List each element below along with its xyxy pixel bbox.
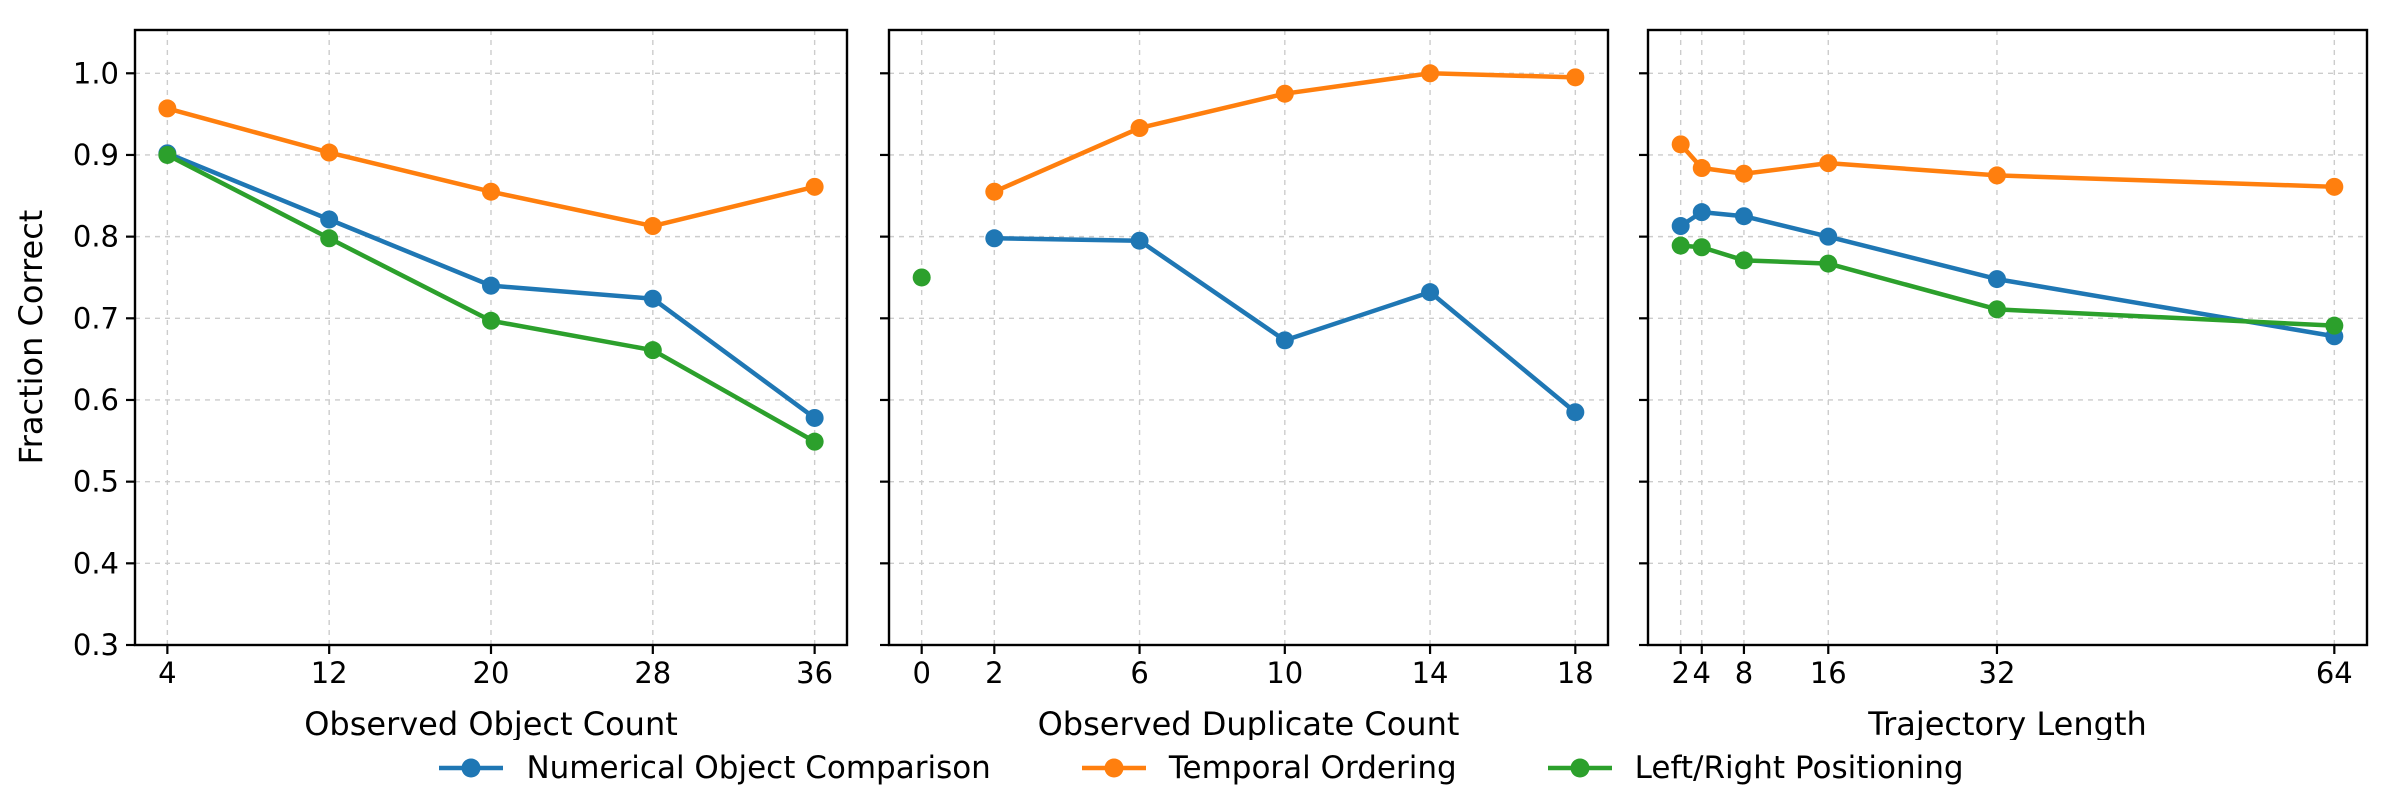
- x-tick-label: 2: [1671, 656, 1689, 690]
- panels-group: 4 12 20 28 361.00.90.80.70.60.50.40.3Observe…: [73, 28, 2369, 740]
- series-marker-left-right-positioning: [805, 432, 824, 451]
- series-marker-left-right-positioning: [643, 341, 662, 360]
- series-marker-numerical-object-comparison: [1692, 203, 1711, 222]
- series-line-temporal-ordering: [165, 106, 817, 229]
- series-line-left-right-positioning: [1678, 243, 2337, 328]
- series-marker-numerical-object-comparison: [1421, 283, 1440, 302]
- series-marker-temporal-ordering: [1671, 135, 1690, 154]
- series-marker-numerical-object-comparison: [1819, 227, 1838, 246]
- series-marker-left-right-positioning: [1692, 238, 1711, 257]
- x-tick-label: 36: [796, 656, 833, 690]
- axes-spines: [1646, 28, 2369, 647]
- y-tick-label: 1.0: [73, 56, 119, 90]
- x-tick-label: 18: [1557, 656, 1594, 690]
- x-tick-label: 4: [1693, 656, 1711, 690]
- x-axis-label: Observed Duplicate Count: [1038, 705, 1460, 740]
- series-marker-numerical-object-comparison: [482, 276, 500, 295]
- series-marker-left-right-positioning: [320, 229, 339, 248]
- axes-spines: [887, 28, 1610, 647]
- series-marker-temporal-ordering: [985, 182, 1004, 201]
- legend-label: Left/Right Positioning: [1634, 750, 1964, 786]
- series-marker-numerical-object-comparison: [1130, 231, 1149, 250]
- series-marker-numerical-object-comparison: [985, 229, 1004, 248]
- series-marker-left-right-positioning: [1671, 236, 1690, 255]
- y-tick-label: 0.7: [73, 301, 119, 335]
- legend: Numerical Object Comparison Temporal Ord…: [0, 740, 2400, 796]
- series-marker-temporal-ordering: [158, 99, 177, 118]
- series-marker-numerical-object-comparison: [1566, 403, 1585, 422]
- x-tick-label: 28: [634, 656, 671, 690]
- panel-trajectory-length: 2 4 8 16 32 64 Trajectory Length: [1639, 28, 2369, 740]
- series-marker-left-right-positioning: [158, 145, 177, 164]
- series-marker-temporal-ordering: [1421, 64, 1440, 83]
- y-axis-label: Fraction Correct: [12, 210, 50, 465]
- series-line-temporal-ordering: [1678, 142, 2337, 190]
- line-circle-marker-icon: [1547, 758, 1612, 778]
- series-marker-numerical-object-comparison: [805, 408, 824, 427]
- legend-item-numerical-object-comparison: Numerical Object Comparison: [436, 750, 991, 786]
- series-marker-temporal-ordering: [1130, 119, 1149, 138]
- series-marker-temporal-ordering: [1566, 68, 1585, 87]
- series-marker-left-right-positioning: [1987, 300, 2006, 319]
- x-tick-label: 10: [1266, 656, 1303, 690]
- y-tick-label: 0.9: [73, 138, 119, 172]
- x-tick-label: 0: [912, 656, 930, 690]
- x-tick-label: 64: [2316, 656, 2353, 690]
- y-tick-label: 0.8: [73, 220, 119, 254]
- series-marker-numerical-object-comparison: [643, 289, 662, 308]
- x-tick-label: 8: [1735, 656, 1753, 690]
- series-marker-left-right-positioning: [1734, 251, 1753, 270]
- series-marker-numerical-object-comparison: [1671, 217, 1690, 236]
- series-marker-numerical-object-comparison: [320, 210, 339, 229]
- line-circle-marker-icon: [1081, 758, 1146, 778]
- legend-label: Numerical Object Comparison: [526, 750, 991, 786]
- x-tick-label: 32: [1979, 656, 2016, 690]
- y-tick-label: 0.6: [73, 383, 119, 417]
- x-axis-label: Observed Object Count: [304, 705, 678, 740]
- legend-label: Temporal Ordering: [1168, 750, 1457, 786]
- x-tick-label: 6: [1130, 656, 1148, 690]
- series-marker-numerical-object-comparison: [1275, 331, 1294, 350]
- series-marker-left-right-positioning: [2325, 316, 2344, 335]
- x-tick-label: 12: [311, 656, 348, 690]
- series-marker-temporal-ordering: [1734, 164, 1753, 183]
- series-marker-temporal-ordering: [1819, 154, 1838, 173]
- line-circle-marker-icon: [439, 758, 504, 778]
- x-tick-label: 20: [473, 656, 510, 690]
- y-tick-label: 0.5: [73, 465, 119, 499]
- series-marker-temporal-ordering: [482, 182, 500, 201]
- series-marker-temporal-ordering: [1275, 84, 1294, 103]
- y-tick-label: 0.4: [73, 546, 119, 580]
- x-tick-label: 2: [985, 656, 1003, 690]
- legend-item-left-right-positioning: Left/Right Positioning: [1545, 750, 1964, 786]
- panel-observed-duplicate-count: 0 2 6 10 14 18 Observed Duplicate Count: [880, 28, 1610, 740]
- legend-item-temporal-ordering: Temporal Ordering: [1079, 750, 1457, 786]
- series-marker-left-right-positioning: [1819, 254, 1838, 273]
- series-marker-temporal-ordering: [2325, 177, 2344, 196]
- series-marker-temporal-ordering: [805, 177, 824, 196]
- series-marker-left-right-positioning: [482, 311, 500, 330]
- series-marker-temporal-ordering: [320, 143, 339, 162]
- y-tick-label: 0.3: [73, 628, 119, 662]
- x-axis-label: Trajectory Length: [1867, 705, 2147, 740]
- line-chart: Fraction Correct 4 12 20 28 361.00.90.80.70.…: [12, 28, 2369, 740]
- series-marker-numerical-object-comparison: [1987, 270, 2006, 289]
- series-marker-temporal-ordering: [1692, 159, 1711, 178]
- x-tick-label: 4: [158, 656, 176, 690]
- x-tick-label: 14: [1412, 656, 1449, 690]
- series-marker-temporal-ordering: [1987, 166, 2006, 185]
- series-marker-temporal-ordering: [643, 217, 662, 236]
- series-marker-numerical-object-comparison: [1734, 207, 1753, 226]
- series-marker-left-right-positioning: [912, 268, 931, 287]
- panel-observed-object-count: 4 12 20 28 36 1.0 0.9 0.8 0.7 0.6 0.5 0.4 0.3 Observe…: [73, 28, 849, 740]
- x-tick-label: 16: [1810, 656, 1847, 690]
